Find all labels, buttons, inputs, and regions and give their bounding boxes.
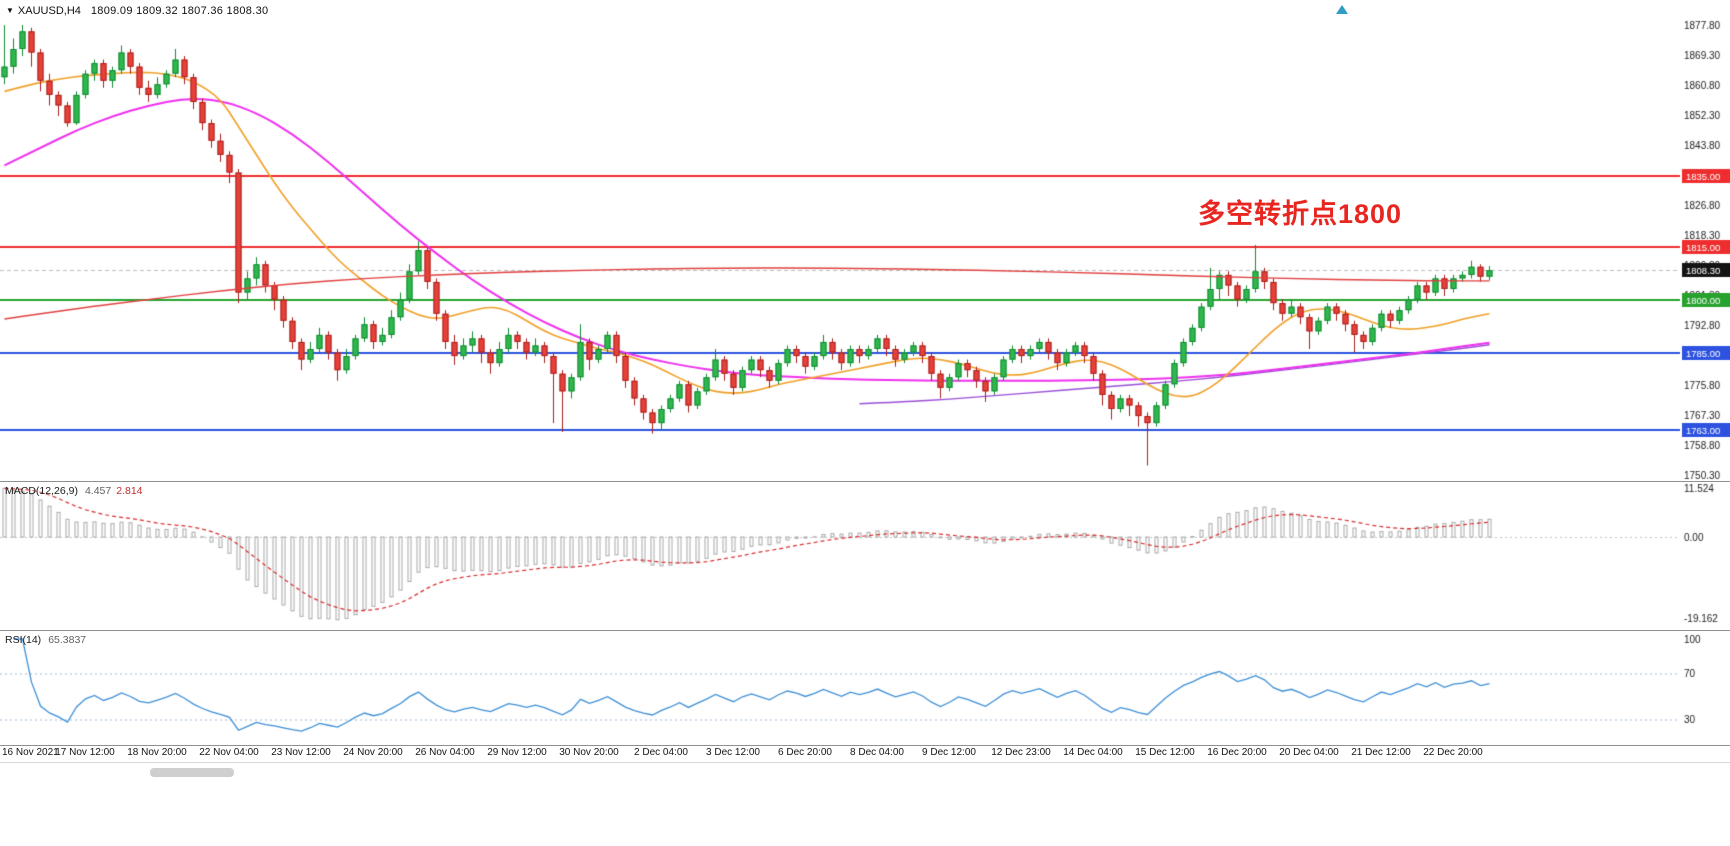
- time-axis-label: 14 Dec 04:00: [1063, 747, 1123, 758]
- price-chart-canvas[interactable]: [0, 0, 1730, 481]
- time-axis-label: 30 Nov 20:00: [559, 747, 619, 758]
- rsi-value: 65.3837: [48, 634, 87, 646]
- chart-bottom-border: [0, 762, 1730, 763]
- time-axis-label: 3 Dec 12:00: [706, 747, 760, 758]
- macd-panel-canvas[interactable]: [0, 482, 1730, 630]
- macd-title: MACD(12,26,9): [5, 485, 78, 497]
- time-axis-label: 18 Nov 20:00: [127, 747, 187, 758]
- time-axis-label: 24 Nov 20:00: [343, 747, 403, 758]
- time-axis-label: 9 Dec 12:00: [922, 747, 976, 758]
- ohlc-values: 1809.09 1809.32 1807.36 1808.30: [90, 5, 269, 17]
- time-axis-label: 16 Nov 2021: [2, 747, 59, 758]
- scrollbar-thumb[interactable]: [150, 768, 234, 777]
- time-axis-label: 6 Dec 20:00: [778, 747, 832, 758]
- time-axis-label: 15 Dec 12:00: [1135, 747, 1195, 758]
- macd-main-value: 4.457: [84, 485, 112, 497]
- time-axis-label: 16 Dec 20:00: [1207, 747, 1267, 758]
- time-axis-label: 12 Dec 23:00: [991, 747, 1051, 758]
- rsi-panel-canvas[interactable]: [0, 631, 1730, 745]
- time-axis-label: 26 Nov 04:00: [415, 747, 475, 758]
- panel-separator[interactable]: [0, 630, 1730, 631]
- scroll-to-end-icon[interactable]: [1336, 5, 1348, 14]
- time-axis-label: 21 Dec 12:00: [1351, 747, 1411, 758]
- rsi-indicator-label: RSI(14) 65.3837: [5, 634, 86, 646]
- time-axis-label: 29 Nov 12:00: [487, 747, 547, 758]
- macd-signal-value: 2.814: [116, 485, 143, 497]
- time-axis-label: 17 Nov 12:00: [55, 747, 115, 758]
- time-axis[interactable]: 16 Nov 2021 17 Nov 12:00 18 Nov 20:00 22 No…: [0, 746, 1730, 762]
- panel-separator[interactable]: [0, 481, 1730, 482]
- time-axis-label: 22 Nov 04:00: [199, 747, 259, 758]
- time-axis-label: 2 Dec 04:00: [634, 747, 688, 758]
- macd-indicator-label: MACD(12,26,9) 4.457 2.814: [5, 485, 143, 497]
- time-axis-label: 20 Dec 04:00: [1279, 747, 1339, 758]
- time-axis-label: 23 Nov 12:00: [271, 747, 331, 758]
- chart-annotation-text: 多空转折点1800: [1198, 199, 1403, 229]
- bottom-strip: [0, 763, 1730, 846]
- collapse-arrow-icon[interactable]: ▼: [6, 6, 14, 15]
- time-axis-label: 22 Dec 20:00: [1423, 747, 1483, 758]
- rsi-title: RSI(14): [5, 634, 42, 646]
- symbol-label: XAUUSD,H4: [17, 5, 81, 17]
- panel-separator: [0, 745, 1730, 746]
- time-axis-label: 8 Dec 04:00: [850, 747, 904, 758]
- symbol-header: ▼ XAUUSD,H4 1809.09 1809.32 1807.36 1808.3…: [6, 5, 268, 17]
